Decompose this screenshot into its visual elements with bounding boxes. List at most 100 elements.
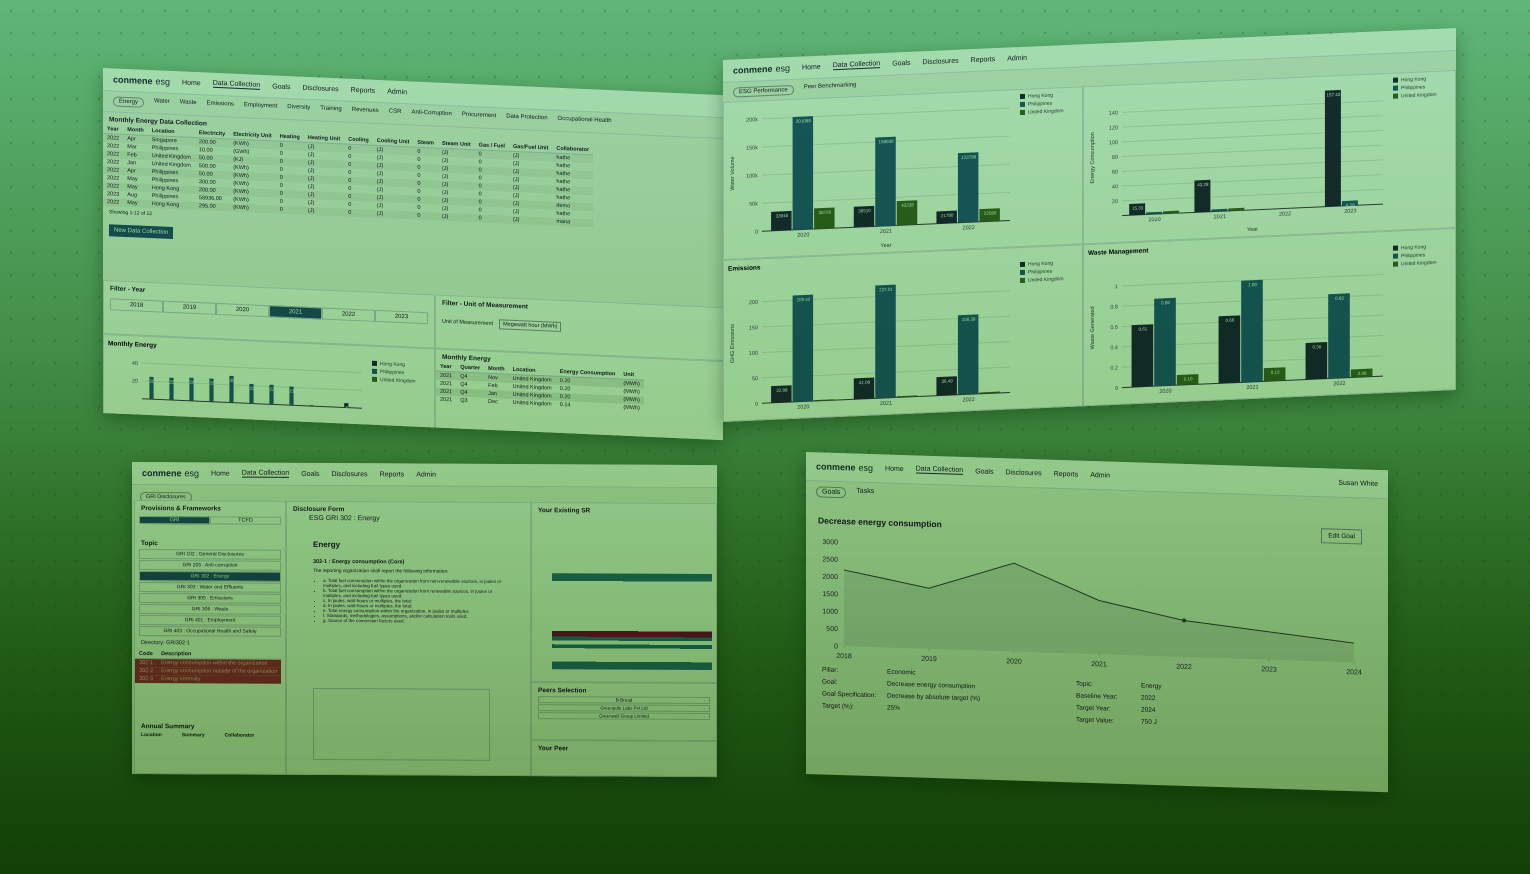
nav-item[interactable]: Goals [272, 82, 291, 91]
tab[interactable]: Emissions [206, 100, 234, 108]
tab[interactable]: Employment [243, 102, 278, 110]
topic[interactable]: GRI 305 : Emissions [139, 593, 281, 604]
year-button[interactable]: 2021 [269, 305, 322, 320]
year-button[interactable]: 2022 [322, 307, 375, 322]
nav-item[interactable]: Reports [379, 470, 405, 478]
tab[interactable]: ESG Performance [733, 84, 794, 98]
nav-item[interactable]: Admin [387, 87, 408, 96]
nav-item[interactable]: Home [211, 469, 230, 478]
y-tick-label: 150 [749, 325, 758, 331]
year-button[interactable]: 2018 [110, 298, 163, 313]
cell: 0.14 [559, 401, 571, 409]
nav-item[interactable]: Home [182, 78, 201, 87]
tab[interactable]: Anti-Corruption [411, 109, 452, 118]
section-title: Provisions & Frameworks [141, 505, 221, 513]
nav-item[interactable]: Reports [1053, 470, 1079, 479]
peer[interactable]: Greenwell Group Limited [538, 712, 710, 721]
details-right: Topic: Energy Baseline Year: 2022 Target Yea… [1076, 678, 1206, 730]
nav-item[interactable]: Admin [1090, 471, 1111, 480]
peer[interactable]: B-Bread [538, 696, 710, 705]
tab[interactable]: Waste [179, 99, 197, 107]
grid-line [844, 560, 1354, 576]
unit-select[interactable]: Megawatt hour (MWh) [499, 319, 562, 333]
nav-item[interactable]: Home [802, 63, 821, 72]
tab[interactable]: Data Protection [506, 113, 548, 122]
tab[interactable]: Occupational Health [557, 115, 612, 125]
topic-list: GRI 102 : General Disclosures GRI 205 : A… [135, 549, 285, 637]
nav-item[interactable]: Data Collection [241, 469, 290, 478]
chart-card: 0 50k 100k 150k 200k Water Volume Year 2020 2021… [723, 86, 1083, 260]
nav-item[interactable]: Disclosures [922, 57, 959, 66]
topic[interactable]: GRI 403 : Occupational Health and Safety [139, 626, 281, 637]
data-label: 123798 [961, 154, 977, 160]
nav-item[interactable]: Goals [301, 470, 320, 478]
tab[interactable]: Revenues [351, 106, 379, 115]
year-button[interactable]: 2023 [375, 309, 428, 325]
topic[interactable]: GRI 102 : General Disclosures [139, 549, 281, 560]
topic[interactable]: GRI 302 : Energy [139, 571, 281, 582]
nav-item[interactable]: Reports [350, 86, 376, 95]
legend-swatch [1393, 253, 1398, 259]
framework-button[interactable]: TCFD [210, 516, 281, 525]
year-button[interactable]: 2019 [163, 300, 216, 315]
nav-item[interactable]: Home [885, 464, 904, 473]
tab[interactable]: Peer Benchmarking [803, 82, 857, 91]
nav-item[interactable]: Admin [1007, 54, 1028, 63]
new-button[interactable]: New Data Collection [109, 224, 174, 240]
nav-item[interactable]: Data Collection [915, 465, 964, 475]
legend-swatch [1393, 261, 1398, 267]
framework-button[interactable]: GRI [139, 516, 210, 525]
nav-item[interactable]: Data Collection [832, 60, 881, 71]
peer[interactable]: Greenpole Labs Pvt Ltd [538, 704, 710, 713]
bar-chart: Emissions 0 50 100 150 200 GHG Emissions 2020 20… [728, 261, 1064, 411]
legend-swatch [1020, 277, 1025, 284]
legend-label: United Kingdom [1028, 108, 1064, 116]
cell: 302-1 [135, 658, 158, 668]
tab[interactable]: Water [154, 98, 170, 105]
data-label: 6.58 [1346, 203, 1355, 208]
legend-label: Philippines [1401, 84, 1426, 91]
nav-item[interactable]: Disclosures [331, 470, 368, 478]
tab[interactable]: Energy [113, 96, 145, 108]
data-label: 156.38 [962, 316, 976, 322]
tab[interactable]: Tasks [856, 487, 875, 496]
x-axis-title: Year [880, 243, 891, 249]
topic[interactable]: GRI 205 : Anti-corruption [139, 560, 281, 571]
tab[interactable]: Training [320, 105, 342, 113]
nav-item[interactable]: Data Collection [212, 79, 261, 90]
data-label: 2.85 [1150, 214, 1159, 219]
data-label: 30 [229, 378, 235, 383]
legend-swatch [1020, 269, 1025, 276]
year-button[interactable]: 2020 [216, 302, 269, 318]
nav-item[interactable]: Goals [892, 59, 911, 68]
data-label: 1.78 [820, 401, 829, 406]
tab[interactable]: Procurement [461, 111, 497, 120]
nav-item[interactable]: Admin [416, 470, 437, 479]
x-tick-label: 2023 [1261, 666, 1277, 673]
edit-button[interactable]: Edit Goal [1321, 528, 1362, 545]
tab[interactable]: CSR [388, 108, 402, 116]
tab[interactable]: Diversity [287, 104, 311, 112]
section-title: Annual Summary [141, 723, 195, 731]
nav-item[interactable]: Goals [975, 467, 994, 476]
y-tick-label: 0.8 [1110, 304, 1118, 310]
unit-label: Unit of Measurement [442, 318, 494, 328]
logo-product: esg [775, 63, 791, 74]
data-label: 3.32 [1167, 213, 1176, 218]
nav-item[interactable]: Disclosures [1005, 468, 1042, 477]
tab[interactable]: Goals [816, 486, 847, 499]
topic[interactable]: GRI 401 : Employment [139, 615, 281, 626]
legend-label: Philippines [1401, 252, 1426, 259]
cell: 0 [413, 211, 438, 221]
data-label: 41.08 [859, 380, 871, 386]
nav-item[interactable]: Reports [970, 55, 996, 64]
nav-item[interactable]: Disclosures [302, 84, 339, 93]
x-tick-label: 2022 [1333, 381, 1345, 388]
x-tick-label: 2022 [963, 225, 975, 232]
topic[interactable]: GRI 303 : Water and Effluents [139, 582, 281, 593]
data-table: Year Quarter Month Location Energy Consumpti… [436, 362, 644, 413]
table-row: 302-3 Energy intensity [135, 675, 282, 684]
topic[interactable]: GRI 306 : Waste [139, 604, 281, 615]
data-label: 15.33 [1132, 205, 1144, 211]
bar [1154, 297, 1176, 387]
